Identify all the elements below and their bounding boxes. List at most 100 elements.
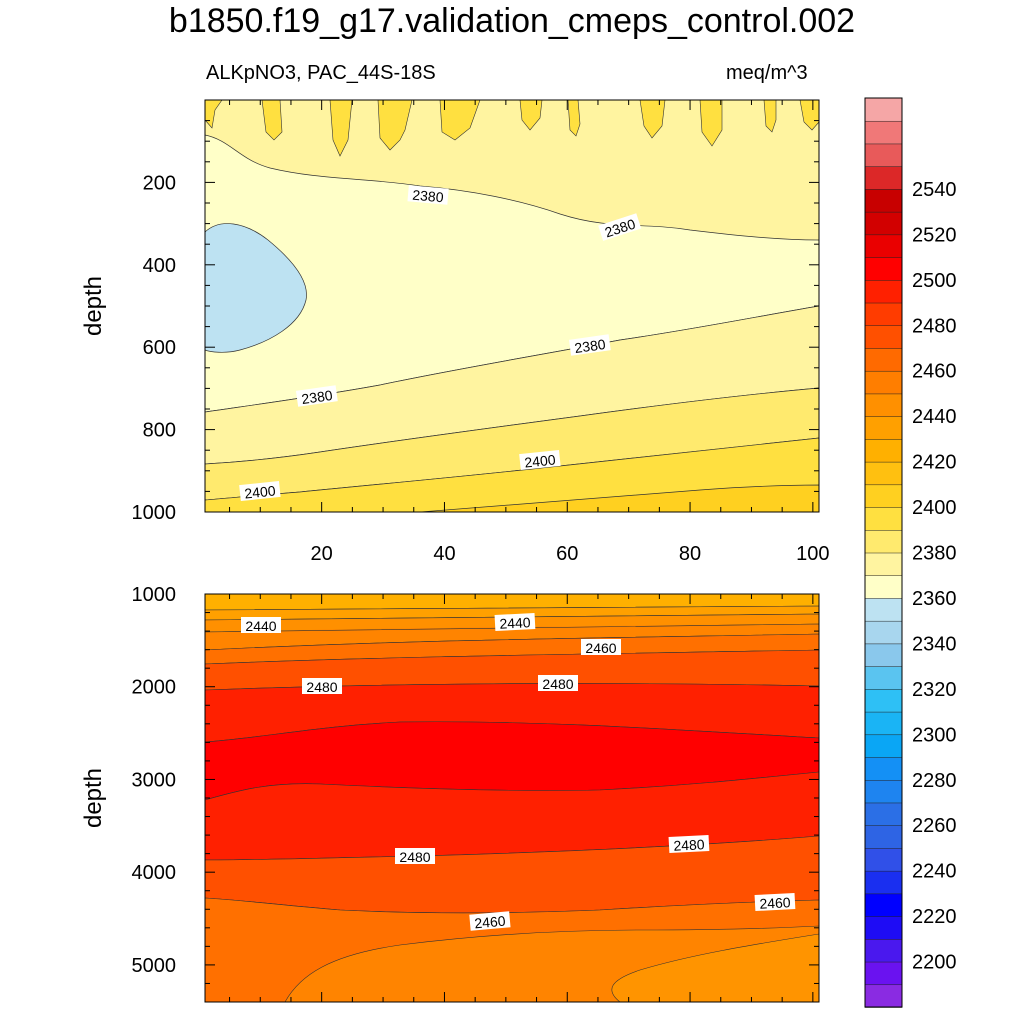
colorbar-swatch [864,984,903,1008]
colorbar-swatch [864,643,903,667]
colorbar-swatch [864,552,903,576]
contour-label: 2400 [524,451,557,470]
contour-label: 2480 [399,849,430,865]
colorbar-tick-label: 2400 [912,497,957,519]
colorbar-swatch [864,597,903,622]
colorbar-swatch [864,347,903,372]
colorbar-tick-label: 2380 [912,543,957,565]
colorbar-swatch [864,120,903,145]
contour-label: 2480 [673,836,705,854]
y-tick-label: 1000 [132,584,177,606]
colorbar-swatch [864,824,903,849]
colorbar-swatch [864,211,903,236]
x-tick-label: 40 [433,543,455,565]
colorbar-swatch [864,665,903,690]
y-tick-label: 800 [143,420,176,442]
y-tick-label: 1000 [132,502,177,524]
y-tick-label: 4000 [132,862,177,884]
lower-panel-fill: 2440 2440 2460 2480 2480 2480 2480 2460 … [205,594,819,1002]
colorbar-swatch [864,961,903,986]
colorbar-swatch [864,847,903,872]
colorbar-swatch [864,393,903,417]
colorbar-swatch [864,870,903,895]
subtitle-units: meq/m^3 [726,62,808,84]
contour-label: 2460 [585,640,616,656]
y-tick-label: 3000 [132,769,177,791]
x-tick-label: 100 [796,543,829,565]
colorbar-swatch [864,802,903,826]
contour-label: 2480 [306,679,337,695]
colorbar: 2200 2220 2240 2260 2280 2300 2320 2340 2360 2380… [864,97,957,1008]
colorbar-tick-label: 2260 [912,815,957,837]
colorbar-tick-label: 2300 [912,724,957,746]
lower-contour-labels: 2440 2440 2460 2480 2480 2480 2480 2460 … [241,612,796,932]
colorbar-swatch [864,438,903,463]
colorbar-swatch [864,893,903,917]
colorbar-swatch [864,415,903,440]
chart-title: b1850.f19_g17.validation_cmeps_control.0… [168,2,856,40]
colorbar-swatch [864,574,903,599]
x-tick-label: 60 [556,543,578,565]
colorbar-swatch [864,506,903,531]
colorbar-frame [864,97,903,1008]
lower-y-axis-title: depth [80,768,107,828]
colorbar-swatch [864,711,903,736]
colorbar-tick-label: 2220 [912,906,957,928]
colorbar-swatch [864,620,903,645]
colorbar-swatch [864,529,903,554]
colorbar-swatch [864,779,903,804]
colorbar-swatch [864,915,903,940]
y-tick-label: 400 [143,255,176,277]
colorbar-swatch [864,234,903,258]
colorbar-swatch [864,97,903,122]
colorbar-tick-label: 2200 [912,952,957,974]
colorbar-swatch [864,325,903,349]
colorbar-swatch [864,165,903,190]
x-tick-label: 80 [679,543,701,565]
colorbar-tick-label: 2340 [912,633,957,655]
contour-label: 2460 [474,913,507,932]
colorbar-swatch [864,256,903,281]
colorbar-swatch [864,734,903,758]
y-tick-label: 200 [143,172,176,194]
colorbar-swatch [864,484,903,508]
colorbar-tick-label: 2440 [912,406,957,428]
subtitle-variable: ALKpNO3, PAC_44S-18S [206,62,436,84]
contour-label: 2380 [573,336,606,356]
contour-label: 2380 [412,187,445,206]
colorbar-swatch [864,143,903,167]
upper-contour-labels: 2380 2380 2380 2380 2400 2400 [239,185,642,502]
upper-y-axis-title: depth [80,276,107,336]
colorbar-swatch [864,302,903,326]
x-tick-label: 20 [311,543,333,565]
surface-spikes [205,100,819,157]
upper-panel-fill: 2380 2380 2380 2380 2400 2400 [205,100,819,512]
contour-label: 2400 [244,482,277,501]
colorbar-tick-label: 2420 [912,452,957,474]
y-tick-label: 600 [143,337,176,359]
contour-label: 2440 [245,618,276,634]
colorbar-swatch [864,756,903,781]
contour-label: 2380 [300,387,333,407]
colorbar-swatch [864,688,903,713]
colorbar-tick-label: 2360 [912,588,957,610]
y-tick-label: 2000 [132,677,177,699]
colorbar-tick-label: 2480 [912,315,957,337]
colorbar-swatch [864,188,903,213]
colorbar-tick-label: 2460 [912,361,957,383]
y-tick-label: 5000 [132,955,177,977]
colorbar-swatch [864,279,903,304]
colorbar-tick-label: 2500 [912,270,957,292]
contour-label: 2440 [499,614,531,632]
contour-label: 2480 [542,676,573,692]
colorbar-swatch [864,938,903,963]
colorbar-tick-label: 2520 [912,224,957,246]
colorbar-tick-label: 2320 [912,679,957,701]
colorbar-tick-label: 2240 [912,861,957,883]
colorbar-swatch [864,370,903,395]
contour-label: 2460 [759,894,791,912]
colorbar-tick-label: 2540 [912,179,957,201]
colorbar-tick-label: 2280 [912,770,957,792]
colorbar-swatch [864,461,903,486]
